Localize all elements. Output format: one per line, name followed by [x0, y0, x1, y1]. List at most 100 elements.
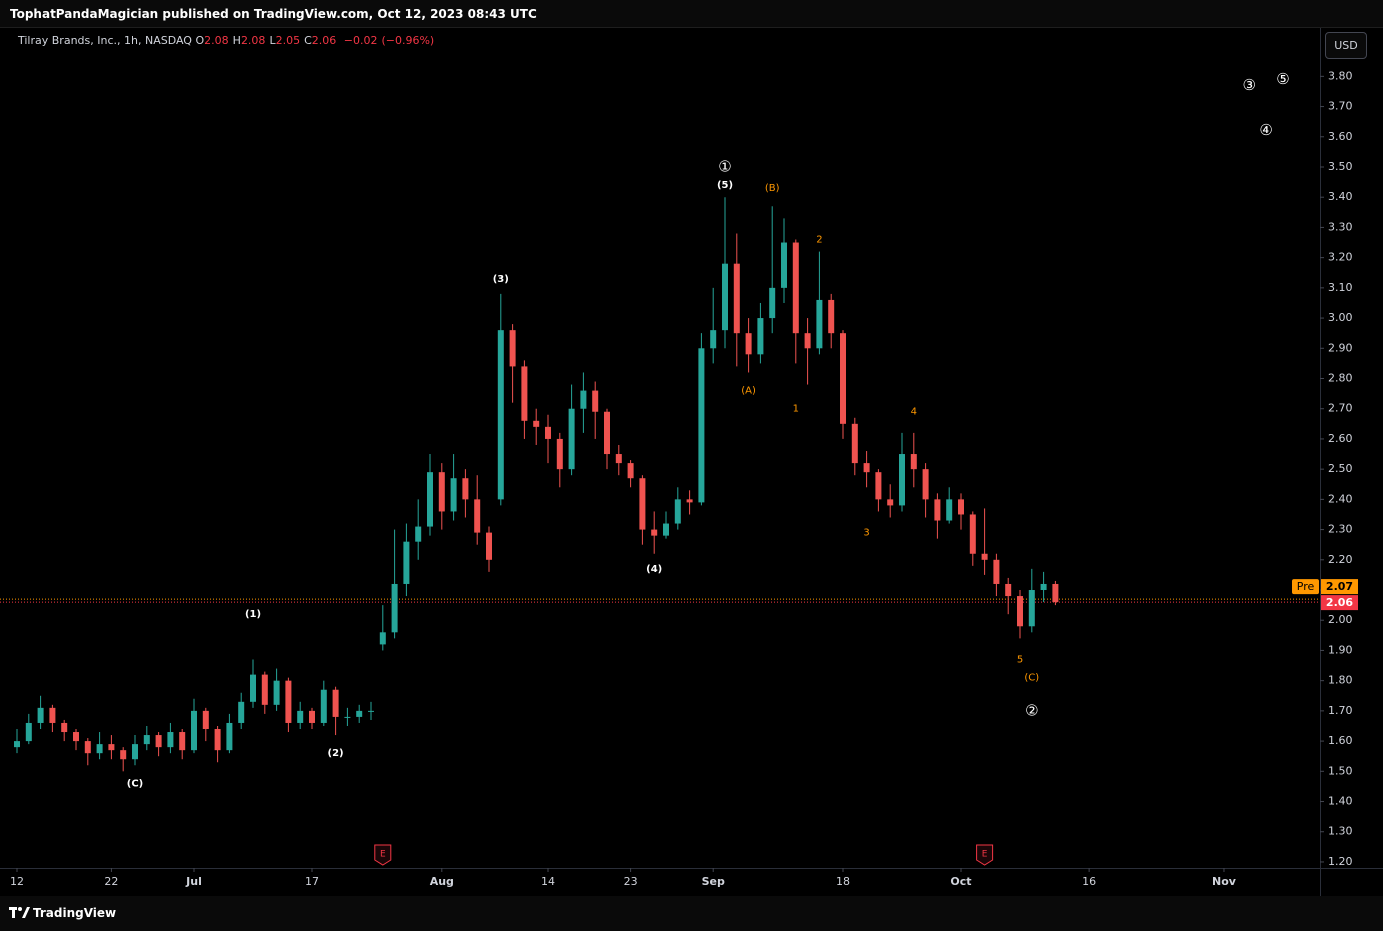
candle-body	[61, 722, 68, 733]
candle-body	[604, 411, 610, 455]
candle-body	[238, 701, 245, 723]
candle-body	[96, 744, 103, 754]
candle-body	[651, 529, 658, 536]
ohlc-value: 2.05	[275, 34, 301, 47]
pre-price-label: 2.07	[1326, 580, 1353, 593]
ohlc-values: O2.08 H2.08 L2.05 C2.06	[195, 34, 340, 47]
candle-body	[427, 472, 433, 527]
candle-body	[922, 469, 929, 500]
last-price-tag	[1321, 595, 1358, 611]
candle-body	[674, 499, 681, 524]
y-tick-label: 1.30	[1328, 825, 1353, 838]
publish-header: TophatPandaMagician published on Trading…	[0, 0, 1383, 28]
candle-body	[993, 559, 1000, 584]
change-value: −0.02	[343, 34, 378, 47]
y-tick-label: 2.00	[1328, 613, 1353, 626]
x-tick-label: Sep	[702, 875, 725, 888]
candle-body	[368, 710, 374, 712]
y-tick-label: 2.40	[1328, 492, 1353, 505]
candle-body	[450, 478, 457, 512]
candle-body	[155, 735, 162, 748]
footer: TradingView	[0, 896, 1383, 931]
candle-body	[73, 732, 79, 742]
ohlc-key: O	[195, 34, 205, 47]
candle-body	[285, 680, 292, 723]
ohlc-value: 2.06	[311, 34, 337, 47]
candle-body	[698, 348, 705, 503]
candle-body	[639, 478, 646, 530]
wave-label: (C)	[127, 778, 143, 789]
candle-body	[946, 499, 953, 521]
candle-body	[309, 710, 315, 723]
ohlc-key: L	[269, 34, 276, 47]
y-tick-label: 2.30	[1328, 523, 1353, 536]
footer-brand: TradingView	[33, 906, 117, 920]
candle-body	[686, 499, 693, 503]
wave-label: (3)	[493, 274, 509, 285]
candle-body	[958, 499, 964, 515]
marks: 1.201.301.401.501.601.701.801.902.002.10…	[0, 69, 1358, 888]
candle-body	[1005, 583, 1012, 597]
candle-body	[391, 583, 398, 633]
wave-label: 5	[1017, 655, 1023, 666]
candle-body	[710, 330, 717, 349]
candle-body	[887, 499, 894, 506]
y-tick-label: 1.60	[1328, 734, 1353, 747]
candle-body	[509, 330, 516, 367]
y-tick-label: 3.60	[1328, 130, 1353, 143]
wave-label: (1)	[245, 609, 261, 620]
y-tick-label: 2.80	[1328, 372, 1353, 385]
candle-body	[1040, 583, 1047, 591]
wave-label: ⑤	[1276, 70, 1289, 88]
x-tick-label: Aug	[430, 875, 454, 888]
candle-body	[910, 454, 917, 470]
candle-body	[143, 735, 150, 745]
wave-label: (B)	[765, 183, 780, 194]
y-tick-label: 3.70	[1328, 100, 1353, 113]
candle-body	[379, 632, 386, 645]
currency-button[interactable]: USD	[1325, 32, 1367, 59]
y-tick-label: 2.20	[1328, 553, 1353, 566]
candle-body	[804, 333, 811, 349]
candle-body	[438, 472, 445, 512]
x-tick-label: 17	[305, 875, 319, 888]
wave-label: (A)	[741, 386, 756, 397]
candle-body	[969, 514, 976, 554]
candle-body	[568, 408, 575, 470]
earnings-label: E	[380, 850, 386, 860]
candle-body	[840, 333, 846, 424]
ohlc-key: C	[304, 34, 312, 47]
candle-body	[167, 732, 174, 748]
candle-body	[415, 526, 422, 542]
candle-body	[202, 710, 209, 730]
candle-body	[769, 287, 776, 319]
candle-body	[592, 390, 599, 412]
candle-body	[191, 710, 197, 751]
candle-body	[757, 318, 764, 355]
candle-body	[981, 553, 988, 560]
change-percent: (−0.96%)	[381, 34, 435, 47]
wave-label: 3	[863, 528, 869, 539]
pre-label: Pre	[1297, 580, 1315, 593]
y-tick-label: 3.50	[1328, 160, 1353, 173]
candle-body	[297, 710, 304, 723]
candle-body	[261, 674, 268, 705]
candle-body	[250, 674, 256, 702]
wave-label: (2)	[328, 748, 344, 759]
wave-label: ③	[1243, 76, 1256, 94]
candle-body	[214, 729, 221, 751]
wave-label: 2	[816, 235, 822, 246]
candle-body	[1028, 590, 1035, 627]
candle-body	[521, 366, 528, 421]
earnings-marker	[374, 844, 392, 866]
candle-body	[745, 333, 752, 355]
candle-body	[25, 722, 32, 742]
candle-body	[828, 299, 835, 334]
y-tick-label: 3.10	[1328, 281, 1353, 294]
wave-label: 1	[793, 404, 799, 415]
y-tick-label: 3.80	[1328, 69, 1353, 82]
y-tick-label: 1.50	[1328, 764, 1353, 777]
candle-body	[863, 463, 870, 473]
